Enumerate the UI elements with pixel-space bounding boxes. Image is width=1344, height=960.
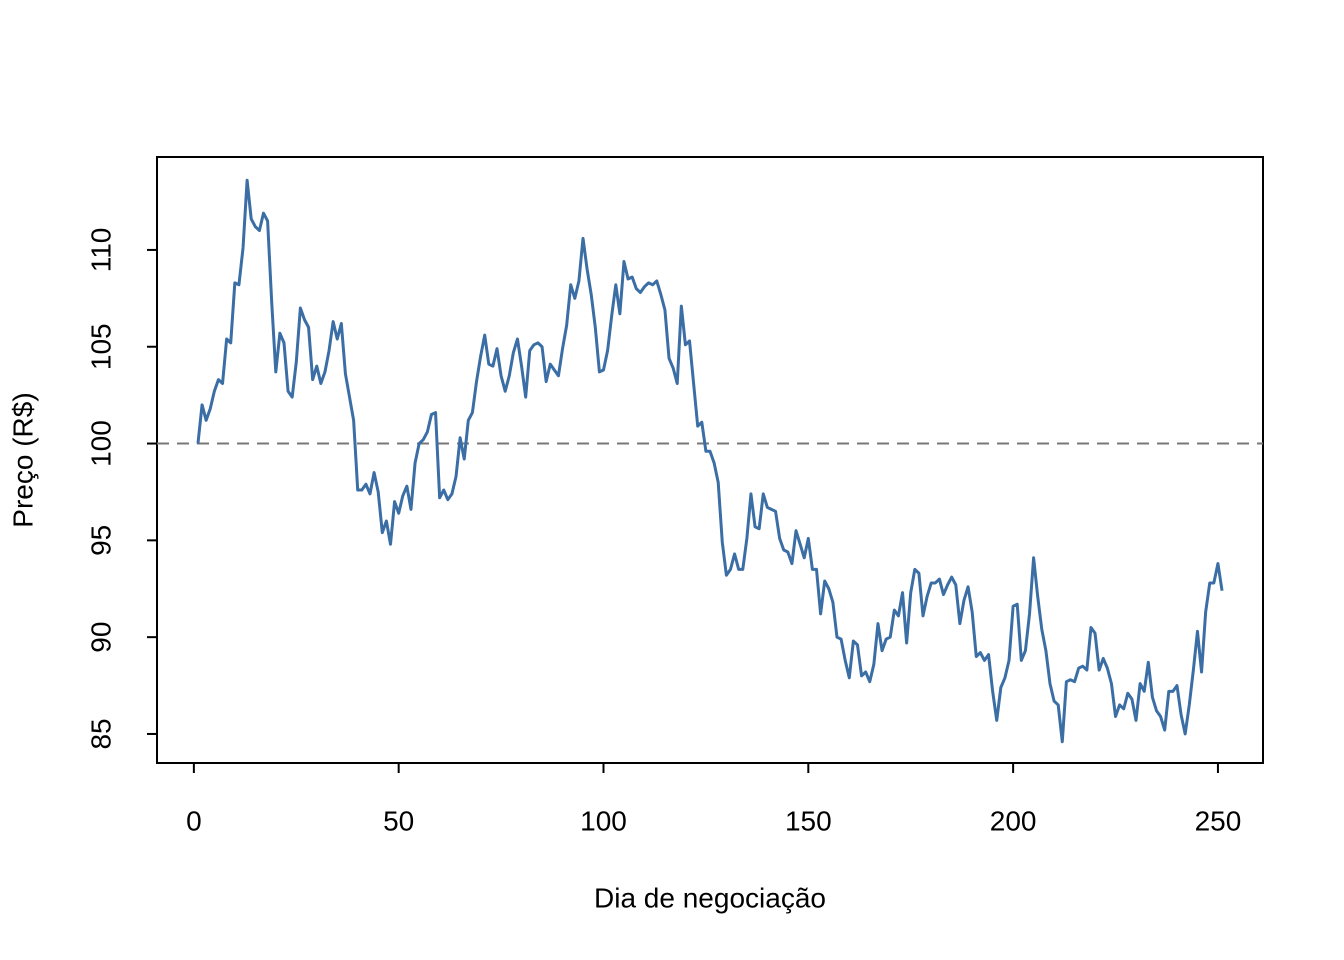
- x-tick-label: 0: [186, 805, 202, 836]
- x-tick-label: 200: [990, 805, 1037, 836]
- y-tick-label: 100: [85, 420, 116, 467]
- x-tick-label: 150: [785, 805, 832, 836]
- y-tick-label: 105: [85, 323, 116, 370]
- x-tick-label: 100: [580, 805, 627, 836]
- y-tick-label: 95: [85, 525, 116, 556]
- y-tick-label: 85: [85, 718, 116, 749]
- y-tick-label: 110: [85, 228, 116, 273]
- x-axis-label: Dia de negociação: [594, 882, 826, 913]
- y-axis-label: Preço (R$): [7, 392, 38, 527]
- price-line: [196, 178, 1224, 744]
- y-tick-label: 90: [85, 622, 116, 653]
- x-tick-label: 50: [383, 805, 414, 836]
- x-tick-label: 250: [1195, 805, 1242, 836]
- plot-frame: [156, 156, 1264, 764]
